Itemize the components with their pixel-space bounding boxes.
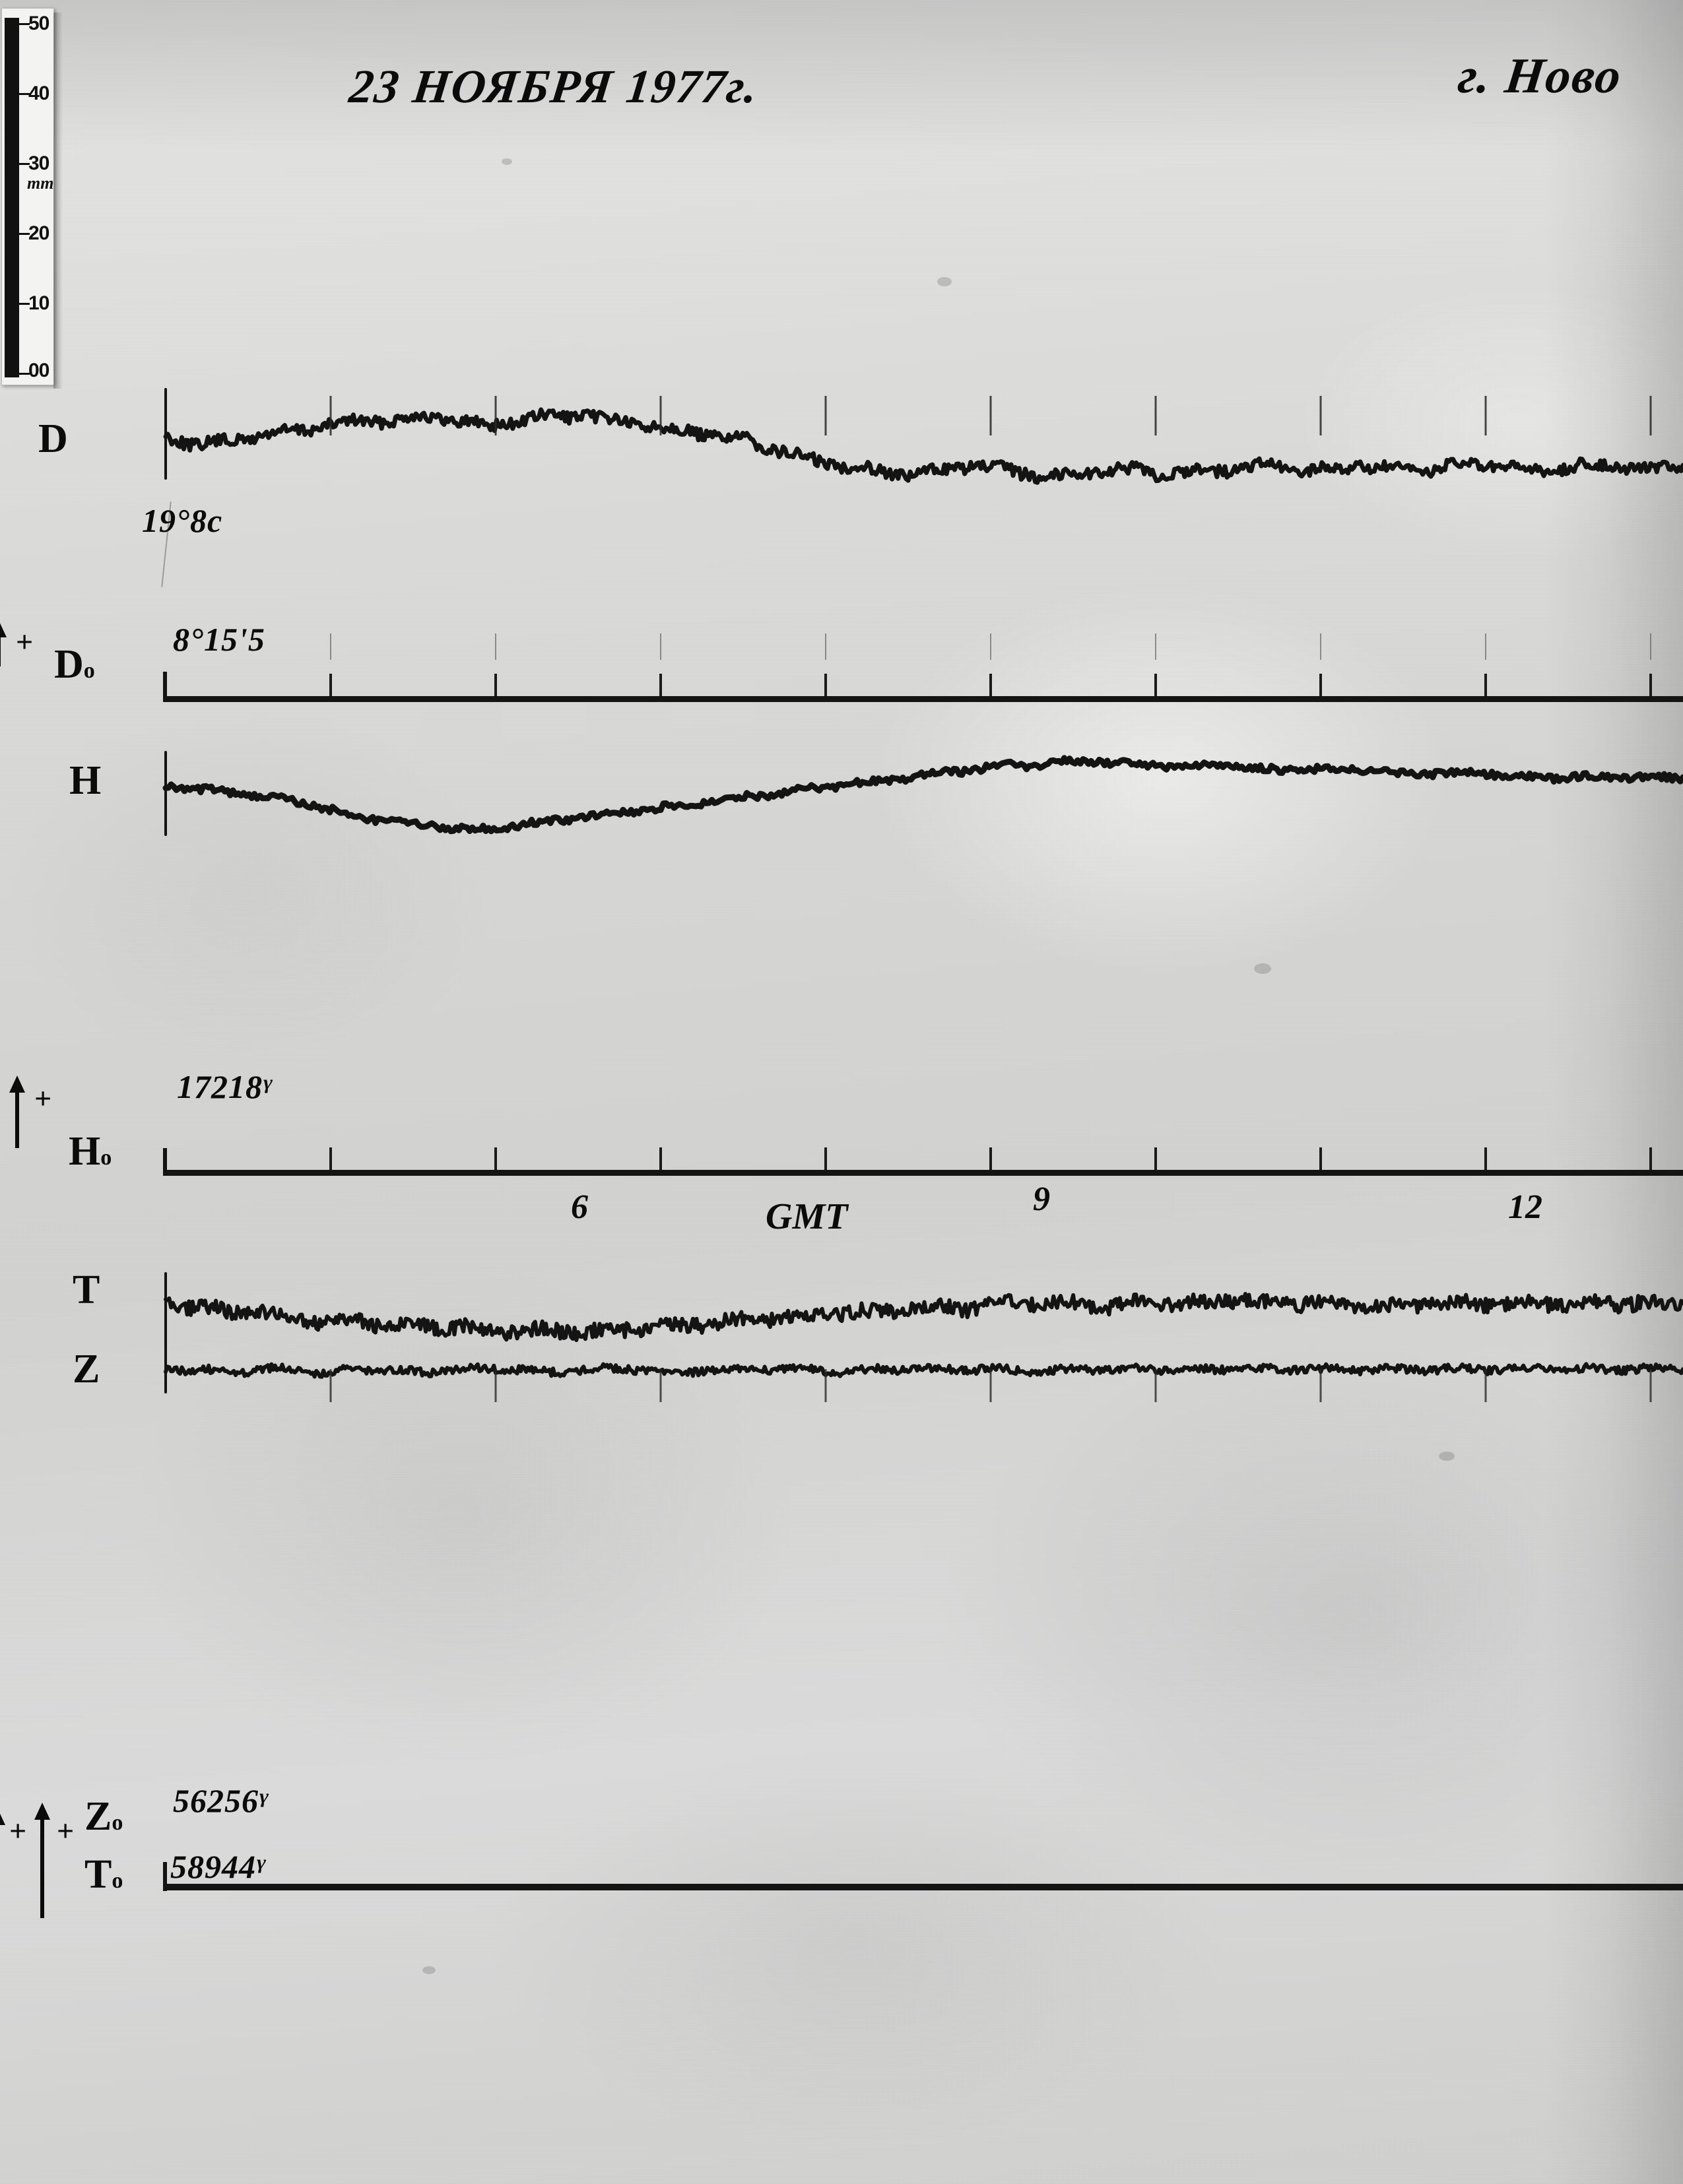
baseline-d0-cap (163, 672, 167, 701)
page-title: 23 НОЯБРЯ 1977г. (346, 60, 762, 113)
trace-label-h: H (69, 758, 102, 803)
trace-baseline-label-h0: Ho (69, 1129, 112, 1174)
trace-baseline-label-t0: To (84, 1852, 123, 1897)
time-label-12: 12 (1508, 1188, 1542, 1226)
time-label-9: 9 (1033, 1180, 1050, 1218)
trace-label-t: T (73, 1268, 100, 1312)
time-label-6: 6 (571, 1188, 588, 1226)
ruler-tick-40: 40 (28, 82, 50, 104)
ruler-tick-50: 50 (28, 13, 50, 34)
t0-baseline-value: 58944ᵞ (170, 1848, 265, 1885)
scan-speck (502, 158, 512, 165)
ruler-tick-20: 20 (28, 222, 50, 244)
baseline-h0-cap (163, 1148, 167, 1174)
scan-speck (1254, 963, 1271, 974)
trace-baseline-label-z0: Zo (84, 1794, 123, 1839)
h-polarity-plus: + (34, 1081, 52, 1115)
d-polarity-arrow (0, 620, 11, 666)
baseline-h0 (163, 1170, 1683, 1176)
ruler-shadow (53, 13, 63, 389)
ruler-tick-00: 00 (28, 360, 50, 381)
scan-speck (1439, 1452, 1455, 1461)
ruler-tick-10: 10 (28, 292, 50, 314)
mm-ruler: 50 40 30 mm 20 10 00 (1, 8, 63, 389)
h0-baseline-value: 17218ᵞ (177, 1068, 272, 1105)
scan-speck (422, 1966, 436, 1974)
station-name: г. Ново (1455, 48, 1626, 104)
ruler-unit-label: mm (27, 174, 54, 193)
z-polarity-plus-2: + (57, 1814, 75, 1847)
baseline-d0 (163, 696, 1683, 702)
d-scale-value: 19°8с (142, 502, 223, 539)
z-polarity-arrow-1 (0, 1808, 9, 1874)
h-polarity-arrow (9, 1076, 29, 1148)
top-shading (0, 0, 1683, 152)
z0-baseline-value: 56256ᵞ (173, 1782, 268, 1819)
d-polarity-plus: + (16, 625, 34, 658)
baseline-z0-t0-cap (163, 1862, 167, 1891)
scan-speck (937, 277, 952, 286)
z-polarity-arrow-2 (34, 1803, 54, 1918)
baseline-z0-t0 (163, 1884, 1683, 1890)
ruler-tick-30: 30 (28, 152, 50, 174)
trace-label-z: Z (73, 1347, 100, 1392)
ruler-dark-bar (5, 18, 19, 377)
trace-baseline-label-d0: Do (54, 642, 95, 687)
d0-baseline-value: 8°15'5 (173, 621, 265, 658)
right-edge-shading (1544, 0, 1683, 2184)
z-polarity-plus-1: + (9, 1814, 27, 1847)
trace-label-d: D (38, 416, 68, 461)
time-axis-unit: GMT (766, 1196, 848, 1237)
